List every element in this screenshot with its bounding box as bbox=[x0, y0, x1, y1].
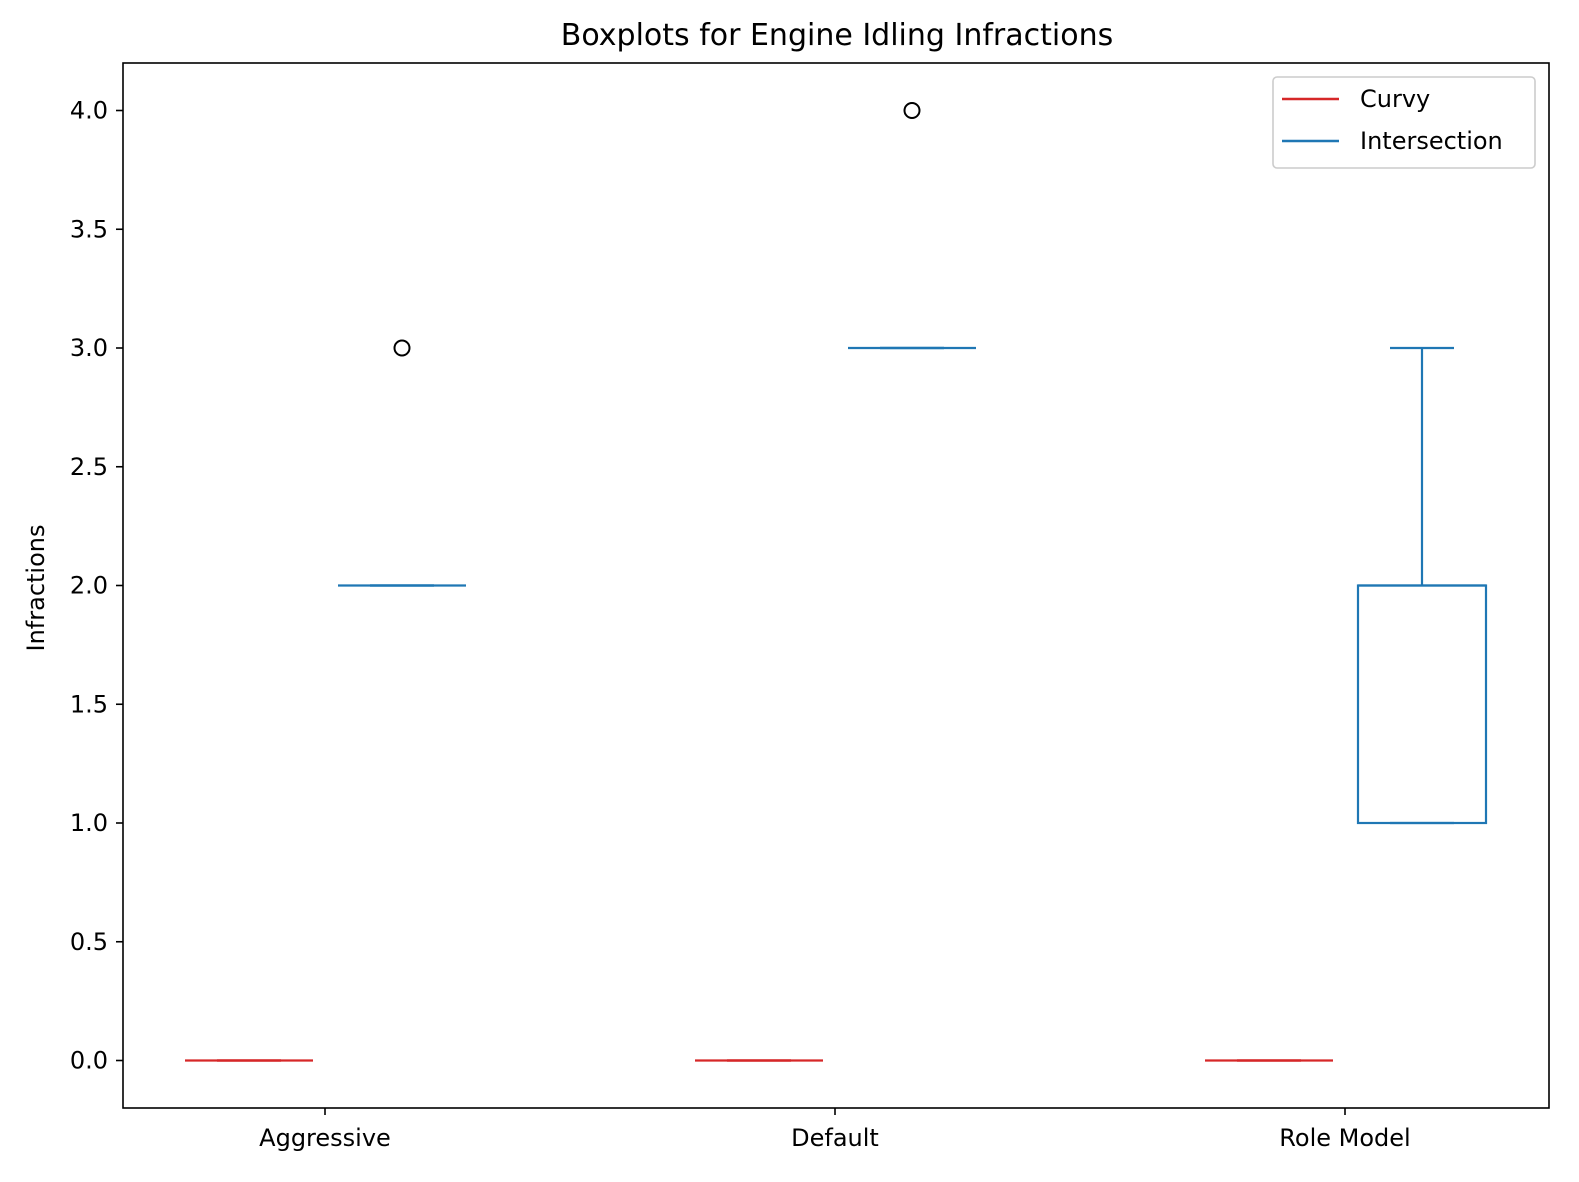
y-axis-label: Infractions bbox=[22, 525, 50, 652]
y-tick-label: 2.0 bbox=[70, 572, 108, 600]
y-tick-label: 4.0 bbox=[70, 97, 108, 125]
y-tick-label: 0.0 bbox=[70, 1047, 108, 1075]
box bbox=[1356, 584, 1488, 825]
x-tick-label: Default bbox=[791, 1124, 879, 1152]
legend: Curvy Intersection bbox=[1272, 76, 1536, 169]
y-tick-label: 1.0 bbox=[70, 809, 108, 837]
outlier-point bbox=[903, 102, 921, 119]
plot-area: 0.0 0.5 1.0 1.5 2.0 2.5 3.0 3.5 4.0 Aggressive Def… bbox=[70, 97, 1488, 1152]
chart-title: Boxplots for Engine Idling Infractions bbox=[561, 18, 1113, 53]
legend-label: Intersection bbox=[1360, 127, 1503, 155]
plot-frame bbox=[122, 62, 1550, 1109]
y-tick-label: 0.5 bbox=[70, 928, 108, 956]
x-tick-label: Aggressive bbox=[259, 1124, 391, 1152]
y-tick-label: 3.0 bbox=[70, 334, 108, 362]
legend-label: Curvy bbox=[1360, 85, 1430, 113]
y-tick-label: 3.5 bbox=[70, 215, 108, 243]
outlier-point bbox=[393, 339, 411, 357]
x-tick-label: Role Model bbox=[1279, 1124, 1410, 1152]
y-tick-label: 2.5 bbox=[70, 453, 108, 481]
y-tick-label: 1.5 bbox=[70, 690, 108, 718]
